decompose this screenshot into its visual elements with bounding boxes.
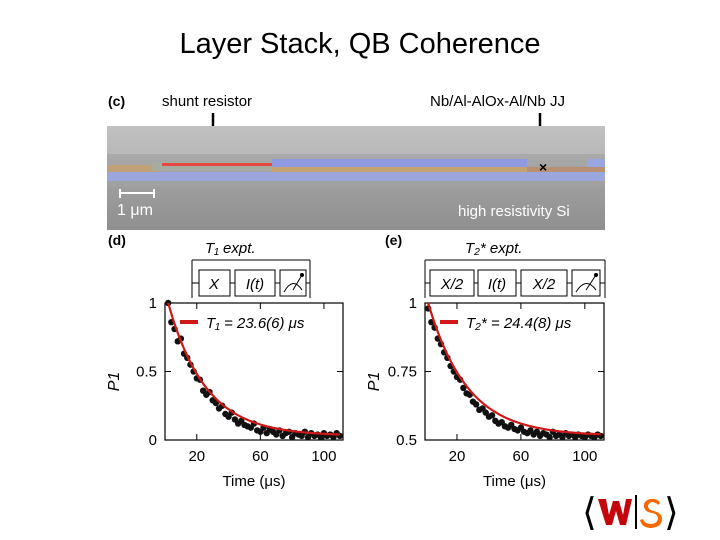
pulse-x-box xyxy=(198,269,231,297)
shunt-resistor-layer xyxy=(162,163,272,166)
fit-curve xyxy=(427,302,601,436)
legend-label: T₁ = 23.6(6) μs xyxy=(206,315,305,332)
x-axis-label: Time (μs) xyxy=(483,473,546,490)
scale-bar-label: 1 μm xyxy=(117,202,153,219)
slide-title: Layer Stack, QB Coherence xyxy=(179,28,541,60)
x-tick-label: 60 xyxy=(513,448,530,465)
x-tick-label: 100 xyxy=(311,448,336,465)
y-tick-label: 0.5 xyxy=(396,432,417,449)
x-tick-label: 20 xyxy=(449,448,466,465)
w-logo-icon xyxy=(598,499,632,525)
x-tick-label: 60 xyxy=(252,448,269,465)
y-tick-label: 0.5 xyxy=(136,364,157,381)
pulse-idle-box-2 xyxy=(477,269,517,297)
x-tick-label: 20 xyxy=(188,448,205,465)
y-axis-label: P1 xyxy=(366,372,383,392)
pulse-x2-box-1 xyxy=(429,269,475,297)
panel-c-label: (c) xyxy=(108,93,126,109)
y-axis-label: P1 xyxy=(106,372,123,392)
pulse-x-label: X xyxy=(208,276,220,293)
meter-icon xyxy=(283,283,303,293)
x-tick-label: 100 xyxy=(572,448,597,465)
s-logo-icon xyxy=(640,498,662,528)
junction-x-icon: × xyxy=(539,159,547,175)
university-logo: ⟨ ⟩ xyxy=(582,490,679,533)
fit-curve xyxy=(167,302,340,436)
t1-sequence-title: T₁ expt. xyxy=(205,240,256,257)
meter-icon-2 xyxy=(575,283,597,293)
panel-e-label: (e) xyxy=(385,232,403,248)
legend-label: T₂* = 24.4(8) μs xyxy=(466,315,572,332)
nb-layer-bottom xyxy=(107,172,605,181)
pulse-x2-label-2: X/2 xyxy=(532,276,556,293)
shunt-resistor-label: shunt resistor xyxy=(162,93,253,110)
data-point xyxy=(488,412,496,419)
logo-left-bracket: ⟨ xyxy=(582,490,597,533)
pulse-idle-label: I(t) xyxy=(246,276,264,293)
pulse-x2-box-2 xyxy=(520,269,568,297)
panel-d-label: (d) xyxy=(108,232,126,248)
data-point xyxy=(460,384,467,392)
microscope-image: × 1 μm high resistivity Si xyxy=(107,126,605,230)
layer-stack-image: × xyxy=(107,126,605,230)
t2-sequence-title: T₂* expt. xyxy=(465,240,522,257)
substrate-label: high resistivity Si xyxy=(458,203,570,220)
y-tick-label: 1 xyxy=(149,295,157,312)
logo-right-bracket: ⟩ xyxy=(664,490,679,533)
y-tick-label: 0.75 xyxy=(388,364,417,381)
pulse-idle-box xyxy=(234,269,276,297)
data-point xyxy=(472,401,480,408)
pulse-x2-label-1: X/2 xyxy=(440,276,464,293)
pulse-idle-label-2: I(t) xyxy=(488,276,506,293)
junction-label: Nb/Al-AlOx-Al/Nb JJ xyxy=(430,93,566,110)
x-axis-label: Time (μs) xyxy=(222,473,285,490)
y-tick-label: 0 xyxy=(149,432,157,449)
nb-layer-top xyxy=(272,159,527,167)
y-tick-label: 1 xyxy=(409,295,417,312)
data-point xyxy=(546,434,553,441)
